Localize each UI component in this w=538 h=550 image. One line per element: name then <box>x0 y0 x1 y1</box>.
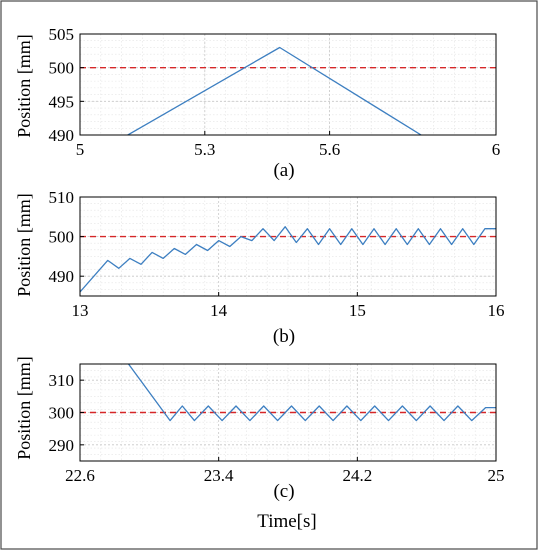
x-tick-label: 24.2 <box>342 466 372 485</box>
y-tick-label: 510 <box>49 188 75 207</box>
x-tick-label: 5 <box>76 140 85 159</box>
y-tick-label: 490 <box>49 267 75 286</box>
x-tick-label: 16 <box>488 301 505 320</box>
x-tick-label: 14 <box>210 301 228 320</box>
series-line-1 <box>127 364 496 422</box>
x-tick-label: 22.6 <box>65 466 95 485</box>
axes-box <box>79 196 497 297</box>
x-tick-label: 25 <box>488 466 505 485</box>
y-tick-label: 300 <box>49 404 75 423</box>
chart-panel-2: 13 14 15 16 490 500 510 Position [mm] (b) <box>14 188 505 347</box>
y-tick-label: 290 <box>49 436 75 455</box>
y-axis-label: Position [mm] <box>14 356 34 460</box>
x-tick-label: 5.3 <box>194 140 215 159</box>
chart-panel-1: 5 5.3 5.6 6 490 495 500 505 Position [mm] (a) <box>14 25 500 181</box>
y-axis-label: Position [mm] <box>14 193 34 297</box>
chart-panel-3: 22.6 23.4 24.2 25 290 300 310 Position [mm] (c) <box>14 356 505 502</box>
y-tick-label: 490 <box>49 126 75 145</box>
x-tick-label: 6 <box>492 140 501 159</box>
y-tick-label: 505 <box>49 25 75 44</box>
panel-caption: (b) <box>273 326 295 347</box>
panel-caption: (c) <box>273 481 294 502</box>
panel-caption: (a) <box>273 160 294 181</box>
y-tick-label: 500 <box>49 228 75 247</box>
series-line-1 <box>127 46 422 135</box>
axes-box <box>79 33 497 136</box>
y-axis-label: Position [mm] <box>14 34 34 138</box>
x-tick-label: 15 <box>349 301 366 320</box>
y-tick-label: 500 <box>49 59 75 78</box>
series-line-1 <box>80 226 496 293</box>
x-tick-label: 23.4 <box>204 466 234 485</box>
y-tick-label: 310 <box>49 371 75 390</box>
x-tick-label: 5.6 <box>319 140 340 159</box>
y-tick-label: 495 <box>49 92 75 111</box>
x-tick-label: 13 <box>72 301 89 320</box>
figure-xlabel: Time[s] <box>257 511 316 532</box>
